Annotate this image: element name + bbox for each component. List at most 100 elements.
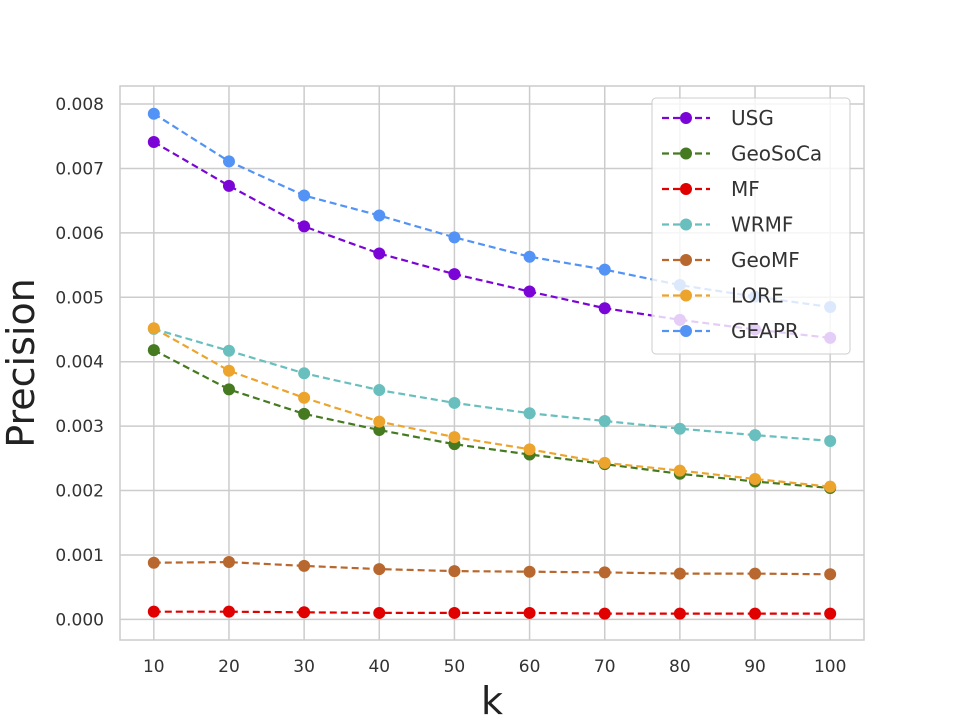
data-point [222, 605, 235, 618]
data-point [147, 322, 160, 335]
data-point [147, 605, 160, 618]
series-line [153, 610, 831, 615]
y-tick-label: 0.005 [55, 288, 104, 308]
data-point [448, 268, 461, 281]
data-point [373, 606, 386, 619]
x-tick-label: 100 [814, 657, 846, 677]
data-point [749, 472, 762, 485]
data-point [373, 384, 386, 397]
y-tick-label: 0.002 [55, 482, 104, 502]
y-tick-label: 0.003 [55, 417, 104, 437]
data-point [298, 189, 311, 202]
y-axis-title: Precision [0, 278, 43, 448]
data-point [523, 443, 536, 456]
x-tick-label: 90 [744, 657, 766, 677]
x-tick-label: 80 [669, 657, 691, 677]
x-tick-label: 50 [444, 657, 466, 677]
legend-item-geosoca: GeoSoCa [662, 142, 822, 166]
x-tick-label: 10 [143, 657, 165, 677]
x-tick-label: 20 [218, 657, 240, 677]
legend-marker [680, 183, 692, 195]
data-point [373, 247, 386, 260]
data-point [824, 480, 837, 493]
data-point [373, 209, 386, 222]
data-point [222, 556, 235, 569]
series-geomf [147, 556, 837, 581]
legend-marker [680, 289, 692, 302]
data-point [749, 429, 762, 442]
y-tick-label: 0.008 [55, 95, 104, 115]
x-tick-label: 40 [368, 657, 390, 677]
series-line [153, 349, 831, 490]
legend-label: WRMF [731, 213, 793, 237]
legend-label: GEAPR [731, 319, 799, 343]
data-point [673, 464, 686, 477]
data-point [373, 415, 386, 428]
data-point [824, 607, 837, 620]
data-point [673, 422, 686, 435]
data-point [298, 407, 311, 420]
data-point [598, 566, 611, 579]
data-point [147, 136, 160, 149]
data-point [824, 434, 837, 447]
data-point [448, 606, 461, 619]
data-point [448, 231, 461, 244]
data-point [298, 220, 311, 233]
data-point [147, 107, 160, 120]
legend-marker [680, 112, 692, 124]
series-line [153, 560, 831, 576]
legend-box [651, 97, 851, 355]
data-point [523, 250, 536, 263]
series-lore [147, 322, 837, 493]
data-point [598, 607, 611, 620]
y-tick-label: 0.001 [55, 546, 104, 566]
data-point [448, 565, 461, 578]
data-point [598, 414, 611, 427]
x-tick-label: 60 [519, 657, 541, 677]
data-point [673, 567, 686, 580]
legend-item-mf: MF [662, 177, 760, 201]
legend-item-lore: LORE [662, 284, 784, 308]
data-point [298, 391, 311, 404]
legend-item-wrmf: WRMF [662, 213, 793, 237]
legend-marker [680, 147, 692, 160]
data-point [298, 559, 311, 572]
data-point [448, 396, 461, 409]
legend-item-usg: USG [662, 106, 774, 130]
series-line [153, 327, 831, 488]
data-point [147, 556, 160, 569]
y-tick-label: 0.004 [55, 353, 104, 373]
y-tick-label: 0.000 [55, 610, 104, 630]
data-point [222, 179, 235, 192]
data-point [523, 606, 536, 619]
legend-marker [680, 254, 692, 266]
data-point [222, 155, 235, 168]
y-tick-label: 0.007 [55, 159, 104, 179]
data-point [222, 364, 235, 377]
data-point [222, 383, 235, 396]
data-point [523, 285, 536, 298]
data-point [598, 302, 611, 315]
legend-label: LORE [731, 284, 784, 308]
data-point [298, 367, 311, 380]
data-point [824, 568, 837, 581]
legend-item-geapr: GEAPR [662, 319, 799, 343]
legend-label: USG [731, 106, 774, 130]
data-point [298, 606, 311, 619]
legend-marker [680, 218, 692, 231]
legend-label: GeoMF [731, 248, 800, 272]
legend: USG GeoSoCa MF WRMF GeoMF LORE GEAPR [651, 97, 851, 355]
series-line [153, 327, 831, 442]
legend-marker [680, 325, 692, 337]
x-axis-title: k [481, 679, 503, 720]
data-point [373, 563, 386, 576]
data-point [373, 423, 386, 436]
y-tick-label: 0.006 [55, 224, 104, 244]
data-point [523, 565, 536, 578]
x-tick-label: 30 [293, 657, 315, 677]
data-point [598, 263, 611, 276]
data-point [749, 607, 762, 620]
legend-item-geomf: GeoMF [662, 248, 800, 272]
series-mf [147, 605, 837, 620]
